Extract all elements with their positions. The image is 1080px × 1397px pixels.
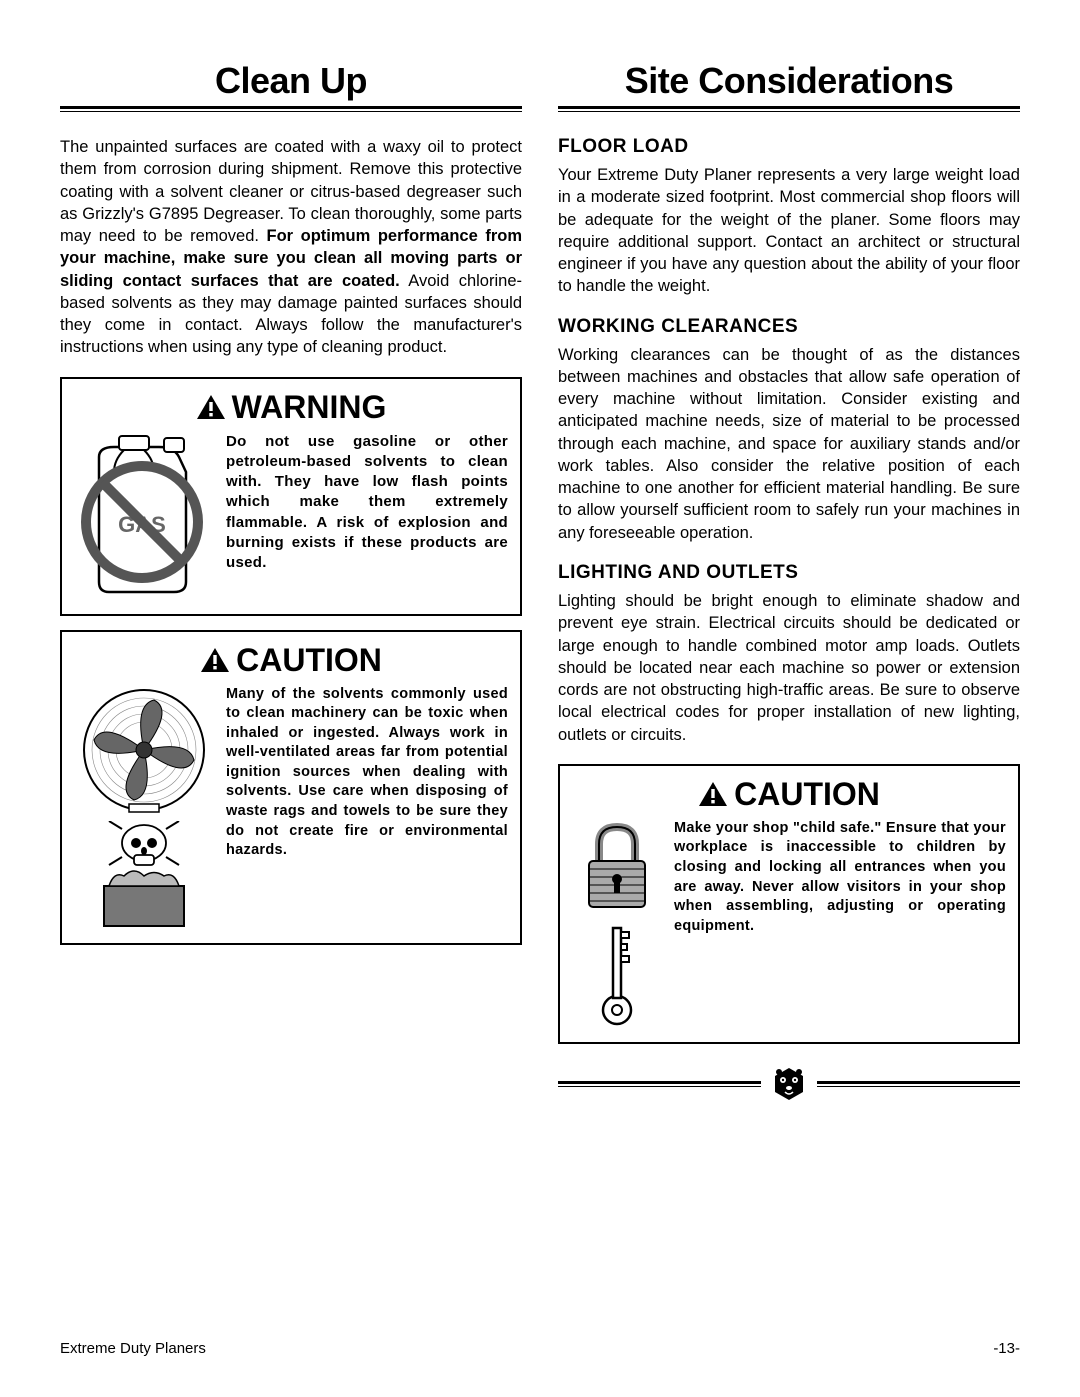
caution-callout-left: CAUTION bbox=[60, 630, 522, 945]
cleanup-paragraph: The unpainted surfaces are coated with a… bbox=[60, 136, 522, 359]
floor-load-text: Your Extreme Duty Planer represents a ve… bbox=[558, 164, 1020, 298]
alert-icon bbox=[698, 781, 728, 807]
section-divider bbox=[558, 1064, 1020, 1104]
alert-icon bbox=[196, 394, 226, 420]
lighting-heading: LIGHTING AND OUTLETS bbox=[558, 562, 1020, 584]
clearances-text: Working clearances can be thought of as … bbox=[558, 344, 1020, 544]
caution-callout-right: CAUTION bbox=[558, 764, 1020, 1044]
caution-label-left: CAUTION bbox=[236, 642, 382, 679]
bear-emblem-icon bbox=[769, 1064, 809, 1104]
lighting-text: Lighting should be bright enough to elim… bbox=[558, 590, 1020, 746]
fan-icon bbox=[79, 685, 209, 815]
lock-key-figure bbox=[572, 819, 662, 1030]
cleanup-title: Clean Up bbox=[60, 60, 522, 102]
warning-label: WARNING bbox=[232, 389, 387, 426]
key-icon bbox=[597, 920, 637, 1030]
footer-left: Extreme Duty Planers bbox=[60, 1340, 206, 1357]
title-rule bbox=[558, 106, 1020, 112]
clearances-heading: WORKING CLEARANCES bbox=[558, 316, 1020, 338]
title-rule bbox=[60, 106, 522, 112]
warning-callout: WARNING GAS bbox=[60, 377, 522, 616]
page-footer: Extreme Duty Planers -13- bbox=[60, 1340, 1020, 1357]
caution-header-right: CAUTION bbox=[572, 776, 1006, 813]
divider-bar bbox=[817, 1081, 1020, 1087]
warning-header: WARNING bbox=[74, 389, 508, 426]
gas-can-figure: GAS bbox=[74, 432, 214, 602]
gas-can-icon: GAS bbox=[74, 432, 214, 602]
floor-load-heading: FLOOR LOAD bbox=[558, 136, 1020, 158]
caution-text-left: Many of the solvents commonly used to cl… bbox=[226, 685, 508, 861]
caution-header-left: CAUTION bbox=[74, 642, 508, 679]
footer-right: -13- bbox=[993, 1340, 1020, 1357]
left-column: Clean Up The unpainted surfaces are coat… bbox=[60, 60, 522, 1104]
padlock-icon bbox=[577, 819, 657, 914]
site-title: Site Considerations bbox=[558, 60, 1020, 102]
right-column: Site Considerations FLOOR LOAD Your Extr… bbox=[558, 60, 1020, 1104]
alert-icon bbox=[200, 647, 230, 673]
solvent-figure bbox=[74, 685, 214, 931]
caution-text-right: Make your shop "child safe." Ensure that… bbox=[674, 819, 1006, 936]
divider-bar bbox=[558, 1081, 761, 1087]
skull-rags-icon bbox=[79, 821, 209, 931]
warning-text: Do not use gasoline or other petroleum-b… bbox=[226, 432, 508, 574]
caution-label-right: CAUTION bbox=[734, 776, 880, 813]
